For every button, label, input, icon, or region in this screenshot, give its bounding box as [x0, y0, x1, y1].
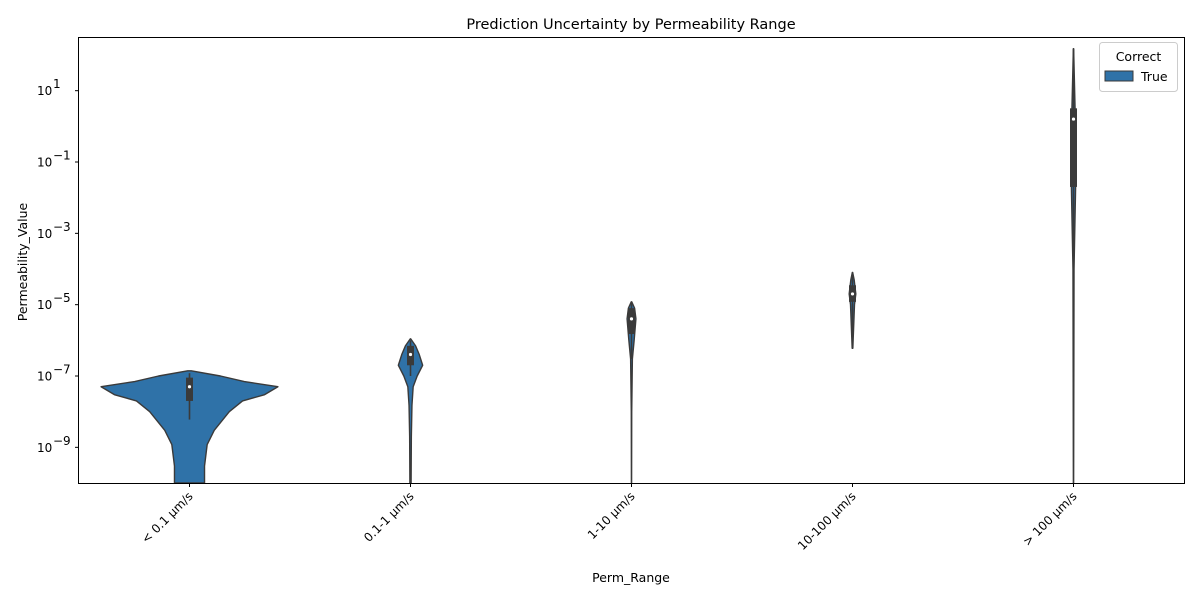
violin-body	[397, 338, 424, 484]
plot-area	[100, 48, 1077, 484]
y-tick-exponent: −9	[53, 434, 71, 448]
violin-median	[850, 292, 855, 296]
legend-entry-true: True	[1140, 69, 1168, 84]
violin-median	[408, 352, 413, 357]
y-tick-exponent: −1	[53, 149, 71, 163]
y-tick-exponent: 1	[53, 77, 61, 91]
violin-box	[186, 377, 193, 401]
y-tick-label: 10	[37, 227, 52, 241]
violin-median	[1071, 117, 1076, 121]
chart-title: Prediction Uncertainty by Permeability R…	[466, 17, 795, 33]
y-tick-exponent: −3	[53, 220, 71, 234]
y-tick-label: 10	[37, 298, 52, 312]
violin-median	[187, 385, 192, 389]
axes-frame	[78, 37, 1185, 484]
y-tick-exponent: −7	[53, 363, 71, 377]
y-tick-label: 10	[37, 84, 52, 98]
legend-title: Correct	[1116, 49, 1162, 64]
legend-swatch-true	[1104, 70, 1134, 82]
y-tick-exponent: −5	[53, 291, 71, 305]
y-tick-label: 10	[37, 441, 52, 455]
y-axis-label: Permeability_Value	[15, 202, 30, 321]
x-axis-label: Perm_Range	[592, 570, 670, 585]
legend: Correct True	[1099, 42, 1178, 92]
violin-body	[100, 370, 279, 484]
violin-median	[629, 317, 634, 321]
violin-box	[1070, 108, 1077, 187]
violin-box	[628, 308, 635, 335]
y-tick-label: 10	[37, 156, 52, 170]
y-tick-label: 10	[37, 370, 52, 384]
